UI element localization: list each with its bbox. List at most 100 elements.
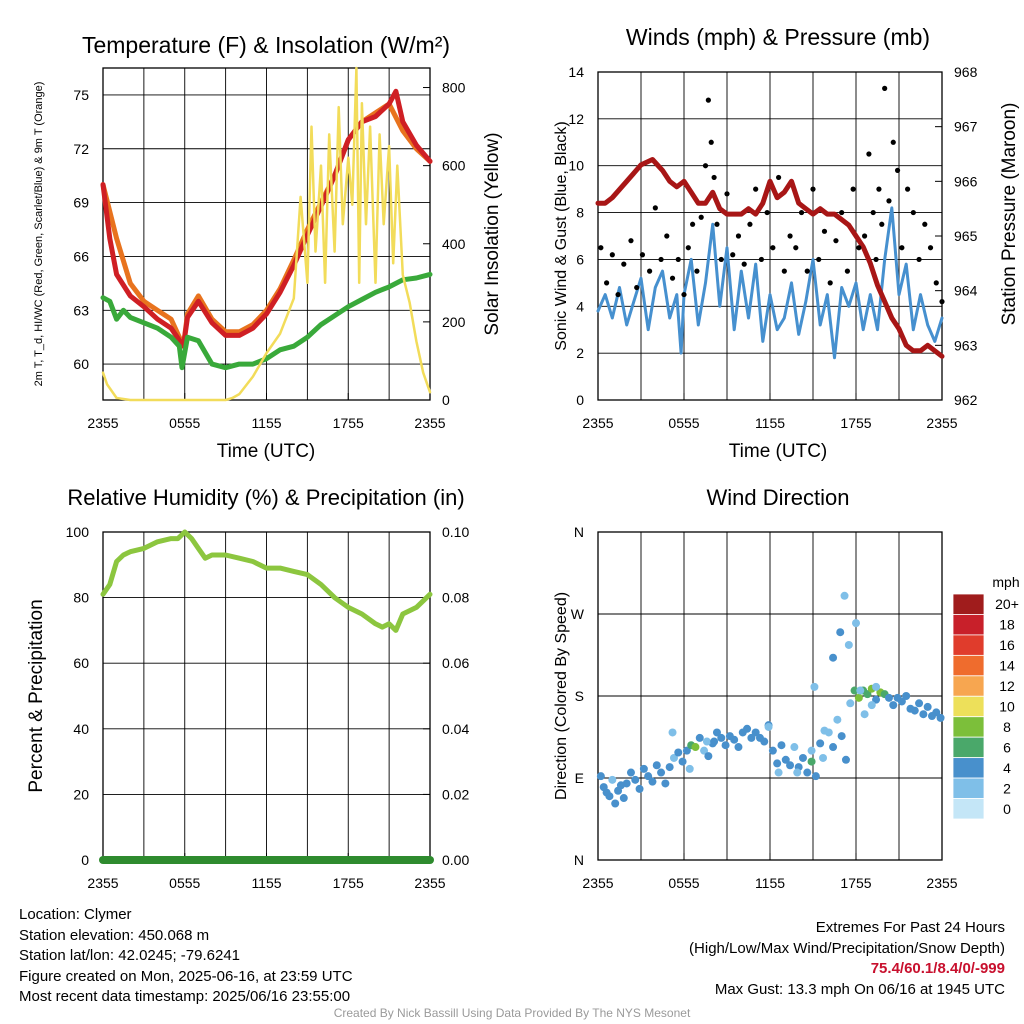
gust-point [675, 256, 681, 263]
direction-point [668, 728, 677, 737]
direction-point [631, 775, 640, 784]
y-axis-left-label: Percent & Precipitation [26, 599, 47, 792]
y-tick-label: 60 [73, 356, 89, 372]
direction-point [807, 746, 816, 755]
gust-point [598, 245, 604, 251]
gust-point [658, 256, 664, 263]
station-elevation: Station elevation: 450.068 m [19, 926, 210, 944]
gust-point [793, 245, 799, 251]
legend-label: 4 [1003, 760, 1011, 776]
direction-point [829, 653, 838, 662]
gust-point [821, 228, 828, 234]
legend-label: 6 [1003, 739, 1011, 755]
gust-point [714, 221, 720, 227]
direction-point [764, 722, 773, 731]
legend-label: 12 [999, 678, 1015, 694]
y-tick-label: S [575, 688, 584, 704]
gust-point [866, 151, 872, 157]
gust-point [862, 233, 868, 239]
gust-point [810, 186, 816, 192]
direction-point [863, 690, 872, 699]
direction-point [850, 686, 859, 695]
gust-point [764, 209, 770, 216]
y-tick-label: 4 [576, 298, 584, 314]
direction-point [678, 757, 687, 766]
direction-point [639, 764, 648, 773]
legend-swatch [952, 716, 985, 738]
gust-point [856, 245, 862, 251]
direction-point [717, 733, 726, 742]
gust-point [609, 252, 615, 258]
direction-point [661, 779, 670, 788]
y-tick-label: 72 [73, 141, 89, 157]
direction-point [854, 693, 863, 702]
legend-label: 0 [1003, 801, 1011, 817]
direction-point [902, 692, 911, 700]
x-tick-label: 2355 [926, 875, 957, 891]
x-tick-label: 1755 [333, 875, 364, 891]
direction-point [669, 753, 678, 762]
station-latlon: Station lat/lon: 42.0245; -79.6241 [19, 947, 241, 964]
direction-point [824, 728, 833, 737]
winds-chart: 0 2 4 6 8 10 12 14 2355 0555 1155 1755 2355 962 963 964… [553, 24, 1020, 462]
y-axis-right-label: Station Pressure (Maroon) [999, 103, 1020, 326]
y-right-tick-label: 966 [954, 173, 978, 189]
direction-point [635, 784, 644, 793]
direction-point [751, 728, 760, 737]
gust-point [894, 167, 901, 173]
gust-point [899, 245, 905, 251]
direction-point [674, 748, 683, 757]
y-tick-label: 10 [568, 158, 584, 174]
legend-swatch [952, 675, 985, 697]
y-right-tick-label: 0.08 [442, 590, 469, 606]
direction-point [793, 768, 802, 777]
x-tick-label: 2355 [414, 875, 445, 891]
x-tick-label: 2355 [582, 875, 613, 891]
gust-point [639, 252, 646, 258]
direction-point [910, 706, 919, 715]
direction-point [860, 710, 869, 719]
x-tick-label: 2355 [414, 415, 445, 431]
legend-label: 20+ [995, 596, 1019, 612]
y-right-tick-label: 0 [442, 392, 450, 408]
direction-point [872, 682, 881, 691]
x-tick-label: 1155 [755, 415, 785, 431]
station-location: Location: Clymer [19, 906, 132, 923]
legend-swatch [952, 757, 985, 779]
x-tick-label: 2355 [926, 415, 957, 431]
y-right-tick-label: 968 [954, 64, 978, 80]
y-right-tick-label: 0.06 [442, 655, 469, 671]
chart-title: Wind Direction [706, 485, 849, 510]
y-axis-left-label: 2m T, T_d, HI/WC (Red, Green, Scarlet/Bl… [33, 82, 45, 387]
legend-swatch [952, 777, 985, 799]
gust-point [870, 209, 876, 216]
x-tick-label: 0555 [668, 415, 699, 431]
direction-point [837, 732, 846, 741]
gust-point [741, 261, 747, 267]
gust-point [705, 97, 711, 103]
direction-point [819, 753, 828, 762]
direction-point [619, 794, 628, 803]
gust-point [664, 233, 670, 239]
x-tick-label: 1155 [251, 875, 281, 891]
direction-point [829, 743, 838, 752]
y-tick-label: 80 [73, 590, 89, 606]
direction-point [760, 737, 769, 746]
direction-point [790, 743, 799, 752]
direction-point [889, 701, 898, 710]
series-line [100, 88, 433, 349]
direction-point [774, 768, 783, 777]
plot-frame [597, 531, 943, 861]
series-line [100, 271, 433, 371]
direction-point [721, 741, 730, 750]
series-line [595, 157, 945, 359]
gust-point [781, 268, 787, 274]
gust-point [690, 221, 696, 227]
gust-point [735, 233, 742, 239]
y-tick-label: 20 [73, 786, 89, 802]
direction-point [685, 764, 694, 773]
chart-title: Relative Humidity (%) & Precipitation (i… [67, 485, 464, 510]
direction-point [608, 775, 617, 784]
extremes-values: 75.4/60.1/8.4/0/-999 [870, 960, 1005, 977]
recent-timestamp: Most recent data timestamp: 2025/06/16 2… [19, 988, 351, 1005]
